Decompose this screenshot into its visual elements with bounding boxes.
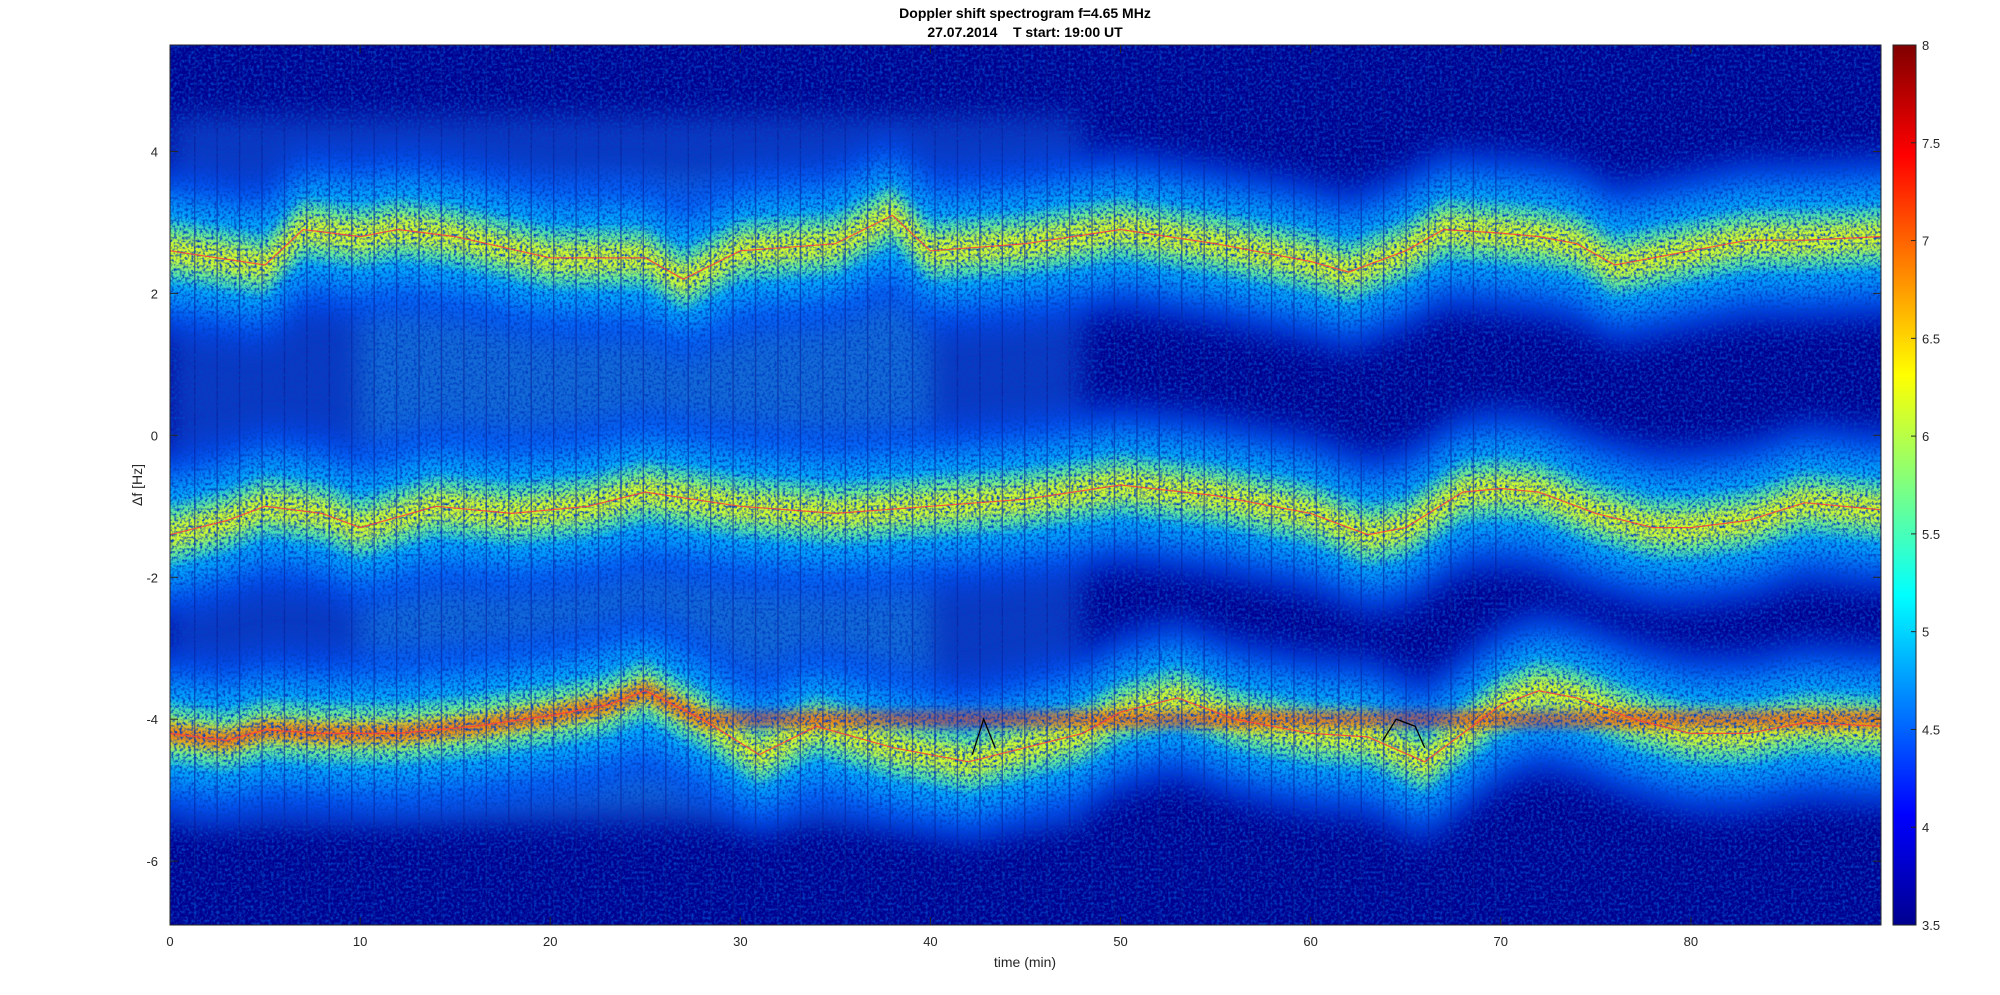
- colorbar: [1892, 44, 1917, 926]
- y-tick-label: -4: [146, 712, 158, 727]
- colorbar-tick-label: 5.5: [1922, 527, 1940, 542]
- spectrogram-area: [170, 45, 1881, 925]
- colorbar-tick-label: 7: [1922, 234, 1929, 249]
- chart-title: Doppler shift spectrogram f=4.65 MHz: [899, 5, 1151, 21]
- colorbar-tick-label: 4: [1922, 820, 1929, 835]
- trace-lower: [170, 690, 1881, 763]
- y-tick-label: -6: [146, 854, 158, 869]
- x-tick-label: 10: [353, 934, 367, 949]
- y-tick-label: 2: [151, 286, 158, 301]
- x-axis-ticks: 0 10 20 30 40 50 60 70 80: [166, 45, 1698, 949]
- colorbar-tick-label: 3.5: [1922, 918, 1940, 933]
- chart-subtitle: 27.07.2014 T start: 19:00 UT: [927, 24, 1123, 40]
- plot-frame: [169, 44, 1882, 926]
- x-tick-label: 40: [923, 934, 937, 949]
- colorbar-tick-label: 7.5: [1922, 136, 1940, 151]
- x-tick-label: 60: [1303, 934, 1317, 949]
- black-marker-1: [1382, 718, 1426, 748]
- trace-lines: [170, 214, 1881, 763]
- x-axis-label: time (min): [994, 954, 1056, 970]
- x-tick-label: 80: [1684, 934, 1698, 949]
- colorbar-tick-label: 5: [1922, 625, 1929, 640]
- y-axis-ticks: -6 -4 -2 0 2 4: [146, 144, 1881, 869]
- trace-upper: [170, 214, 1881, 280]
- spectrogram-speckle: [170, 45, 1881, 925]
- trace-middle: [170, 484, 1881, 536]
- colorbar-ticks: 3.5 4 4.5 5 5.5 6 6.5 7 7.5 8: [1911, 38, 1940, 933]
- x-tick-label: 20: [543, 934, 557, 949]
- x-tick-label: 50: [1113, 934, 1127, 949]
- y-tick-label: -2: [146, 570, 158, 585]
- colorbar-tick-label: 6: [1922, 429, 1929, 444]
- black-marker-lines: [971, 717, 1426, 755]
- black-marker-0: [971, 717, 996, 755]
- colorbar-tick-label: 8: [1922, 38, 1929, 53]
- x-tick-label: 70: [1494, 934, 1508, 949]
- y-axis-label: Δf [Hz]: [129, 464, 145, 506]
- colorbar-tick-label: 6.5: [1922, 331, 1940, 346]
- x-tick-label: 0: [166, 934, 173, 949]
- x-tick-label: 30: [733, 934, 747, 949]
- colorbar-tick-label: 4.5: [1922, 722, 1940, 737]
- y-tick-label: 0: [151, 428, 158, 443]
- y-tick-label: 4: [151, 144, 158, 159]
